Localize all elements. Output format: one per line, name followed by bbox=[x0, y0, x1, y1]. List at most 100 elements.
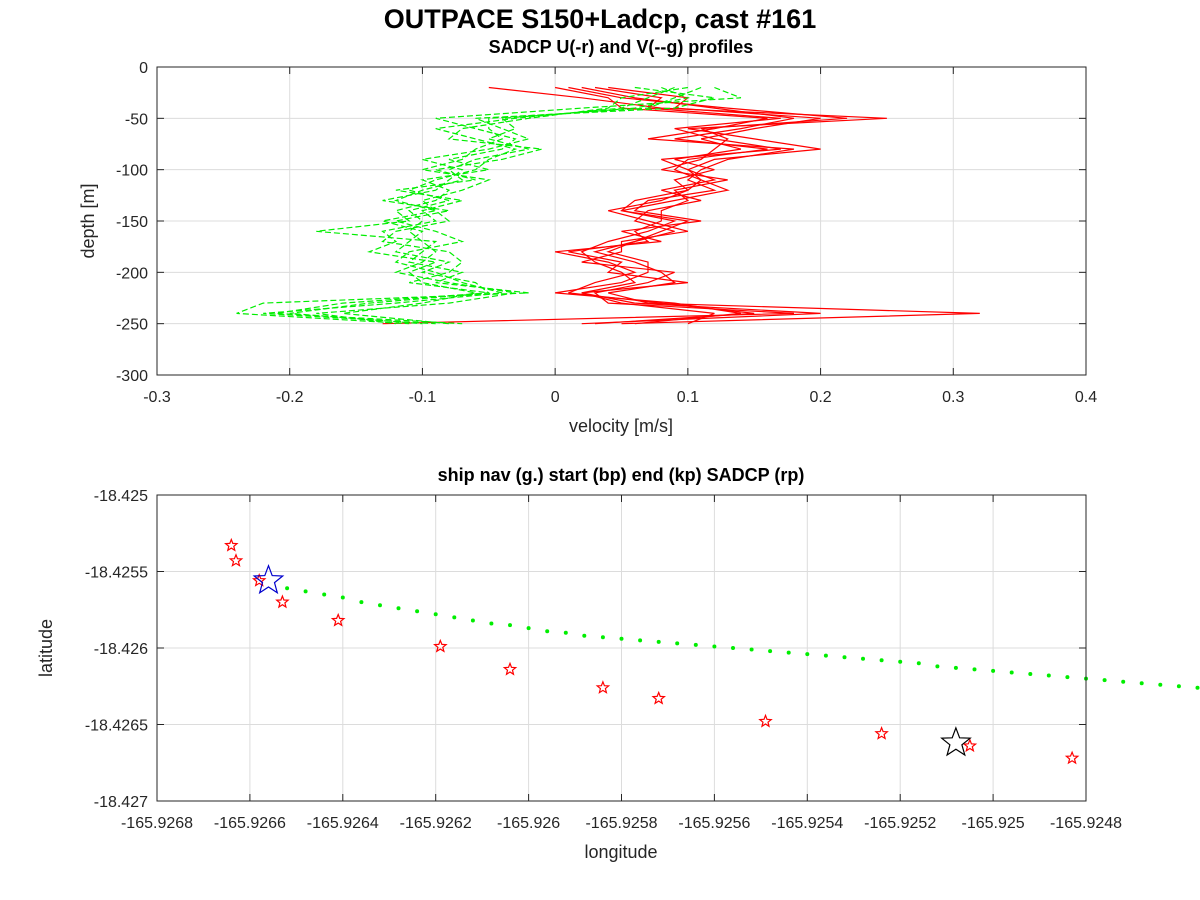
v-velocity-profile-line bbox=[276, 86, 702, 325]
profiles-xtick-label: 0 bbox=[551, 389, 560, 406]
ship-nav-point bbox=[1028, 672, 1033, 676]
ship-nav-point bbox=[600, 635, 605, 640]
sadcp-star-point bbox=[224, 537, 239, 552]
start-star-marker bbox=[252, 563, 285, 595]
ship-nav-point bbox=[619, 636, 624, 641]
nav-title: ship nav (g.) start (bp) end (kp) SADCP … bbox=[438, 465, 805, 485]
ship-nav-point bbox=[1195, 685, 1200, 690]
nav-data bbox=[224, 537, 1200, 765]
sadcp-star-point bbox=[874, 726, 889, 740]
sadcp-star-point bbox=[595, 680, 611, 694]
ship-nav-point bbox=[991, 668, 996, 673]
profiles-xtick-label: 0.2 bbox=[809, 389, 831, 406]
profiles-xtick-label: 0.3 bbox=[942, 389, 964, 406]
ship-nav-point bbox=[712, 644, 717, 649]
nav-ytick-label: -18.4255 bbox=[85, 565, 148, 582]
profiles-ylabel: depth [m] bbox=[78, 183, 98, 258]
sadcp-star-point bbox=[502, 661, 518, 676]
ship-nav-point bbox=[749, 647, 754, 652]
ship-nav-point bbox=[582, 633, 587, 638]
nav-ytick-label: -18.426 bbox=[94, 641, 148, 658]
ship-nav-point bbox=[322, 592, 327, 597]
ship-nav-point bbox=[693, 642, 698, 647]
ship-nav-point bbox=[433, 612, 438, 617]
ship-nav-point bbox=[378, 603, 382, 608]
sadcp-star-point bbox=[433, 638, 448, 653]
nav-xtick-label: -165.9262 bbox=[400, 815, 472, 832]
ship-nav-point bbox=[823, 653, 828, 658]
ship-nav-point bbox=[861, 656, 865, 661]
ship-nav-point bbox=[638, 638, 643, 643]
nav-xtick-label: -165.9268 bbox=[121, 815, 193, 832]
ship-nav-point bbox=[675, 641, 680, 646]
ship-nav-point bbox=[470, 618, 475, 623]
nav-ylabel: latitude bbox=[36, 619, 56, 677]
ship-nav-point bbox=[1158, 682, 1163, 687]
profiles-ytick-label: -200 bbox=[116, 265, 148, 282]
ship-nav-point bbox=[1176, 684, 1181, 689]
nav-xtick-label: -165.9256 bbox=[678, 815, 750, 832]
nav-ytick-label: -18.425 bbox=[94, 488, 148, 505]
profiles-xtick-label: 0.4 bbox=[1075, 389, 1097, 406]
figure-title: OUTPACE S150+Ladcp, cast #161 bbox=[384, 4, 816, 34]
nav-axes: ship nav (g.) start (bp) end (kp) SADCP … bbox=[36, 465, 1200, 862]
v-velocity-profile-line bbox=[263, 86, 715, 325]
nav-xtick-label: -165.9264 bbox=[307, 815, 379, 832]
ship-nav-point bbox=[359, 600, 364, 605]
profiles-title: SADCP U(-r) and V(--g) profiles bbox=[489, 37, 754, 57]
ship-nav-point bbox=[916, 661, 921, 666]
ship-nav-point bbox=[768, 649, 773, 654]
ship-nav-point bbox=[526, 626, 531, 631]
sadcp-star-point bbox=[758, 713, 773, 728]
sadcp-star-point bbox=[275, 594, 290, 609]
profiles-ytick-label: -100 bbox=[116, 163, 148, 180]
ship-nav-point bbox=[415, 609, 420, 614]
nav-ticks: -165.9268 -165.9266 -165.9264 -165.9262 -165… bbox=[85, 488, 1122, 832]
ship-nav-point bbox=[786, 650, 791, 655]
profiles-data bbox=[236, 86, 980, 325]
nav-xtick-label: -165.9254 bbox=[771, 815, 843, 832]
nav-ytick-label: -18.4265 bbox=[85, 718, 148, 735]
sadcp-star-point bbox=[251, 573, 267, 587]
u-velocity-profile-line bbox=[568, 86, 848, 325]
profiles-xtick-label: -0.2 bbox=[276, 389, 304, 406]
ship-nav-point bbox=[563, 630, 568, 635]
profiles-xtick-label: -0.1 bbox=[409, 389, 437, 406]
profiles-ytick-label: 0 bbox=[139, 60, 148, 77]
ship-nav-point bbox=[731, 646, 735, 650]
nav-xtick-label: -165.9266 bbox=[214, 815, 286, 832]
ship-nav-point bbox=[396, 606, 401, 611]
profiles-frame bbox=[156, 66, 1087, 376]
ship-nav-point bbox=[452, 615, 457, 620]
ship-nav-point bbox=[489, 621, 494, 626]
nav-xtick-label: -165.9248 bbox=[1050, 815, 1122, 832]
u-velocity-profile-line bbox=[580, 86, 795, 325]
nav-xlabel: longitude bbox=[584, 842, 657, 862]
ship-nav-point bbox=[1139, 681, 1144, 686]
ship-nav-point bbox=[879, 658, 884, 663]
sadcp-star-point bbox=[228, 553, 244, 567]
v-velocity-profile-line bbox=[316, 86, 675, 325]
ship-nav-point bbox=[508, 623, 512, 628]
u-velocity-profile-line bbox=[382, 86, 821, 325]
ship-nav-point bbox=[1065, 675, 1070, 680]
u-velocity-profile-line bbox=[555, 86, 781, 325]
profiles-axes: SADCP U(-r) and V(--g) profiles -0.3 -0.2… bbox=[78, 37, 1097, 436]
ship-nav-point bbox=[805, 652, 810, 657]
profiles-ytick-label: -150 bbox=[116, 214, 148, 231]
profiles-ytick-label: -300 bbox=[116, 368, 148, 385]
profiles-ticks: -0.3 -0.2 -0.1 0 0.1 0.2 0.3 0.4 0 -50 -100 -150 -20… bbox=[116, 60, 1097, 406]
ship-nav-point bbox=[1102, 678, 1107, 683]
ship-nav-point bbox=[842, 655, 847, 660]
sadcp-star-point bbox=[962, 738, 978, 753]
v-velocity-profile-line bbox=[342, 86, 688, 325]
ship-nav-point bbox=[935, 664, 940, 669]
profiles-xtick-label: 0.1 bbox=[677, 389, 699, 406]
profiles-ytick-label: -50 bbox=[125, 111, 148, 128]
ship-nav-point bbox=[1009, 670, 1014, 675]
ship-nav-point bbox=[1121, 679, 1126, 684]
profiles-xtick-label: -0.3 bbox=[143, 389, 171, 406]
ship-nav-point bbox=[545, 629, 550, 634]
sadcp-star-point bbox=[1064, 750, 1080, 765]
sadcp-star-point bbox=[330, 612, 346, 627]
